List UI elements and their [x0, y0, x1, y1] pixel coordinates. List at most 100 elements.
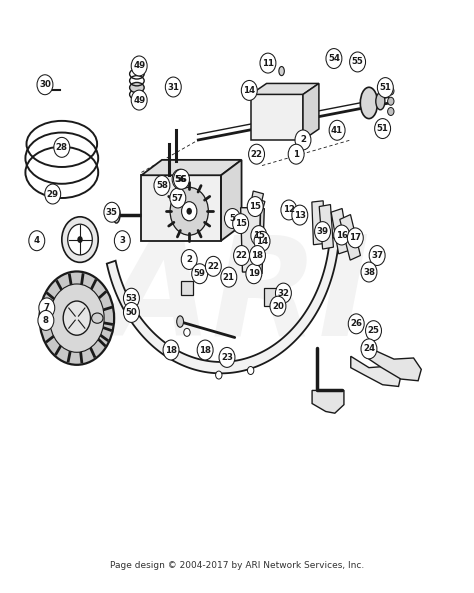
Text: 11: 11	[262, 59, 274, 68]
Text: ARI: ARI	[104, 229, 370, 364]
Polygon shape	[241, 208, 261, 272]
Text: 56: 56	[175, 175, 187, 184]
Circle shape	[29, 231, 45, 251]
Circle shape	[225, 209, 240, 228]
Text: 14: 14	[256, 237, 268, 246]
Polygon shape	[246, 198, 265, 237]
Circle shape	[388, 87, 394, 95]
Text: 54: 54	[328, 54, 340, 63]
Text: Page design © 2004-2017 by ARI Network Services, Inc.: Page design © 2004-2017 by ARI Network S…	[110, 561, 364, 570]
Polygon shape	[331, 209, 349, 254]
Circle shape	[221, 267, 237, 287]
Polygon shape	[312, 201, 324, 245]
Text: 32: 32	[277, 289, 290, 298]
Circle shape	[154, 176, 170, 196]
Text: 22: 22	[251, 149, 263, 159]
Circle shape	[247, 366, 254, 375]
Circle shape	[369, 246, 385, 266]
Ellipse shape	[129, 82, 144, 93]
Text: 15: 15	[249, 202, 261, 211]
Circle shape	[54, 138, 70, 157]
Circle shape	[334, 225, 350, 245]
Circle shape	[39, 272, 114, 365]
Circle shape	[281, 200, 297, 220]
Text: 7: 7	[44, 304, 50, 313]
Text: 5: 5	[229, 214, 236, 223]
Text: 26: 26	[350, 319, 362, 329]
Circle shape	[170, 188, 186, 208]
Text: 51: 51	[377, 124, 389, 133]
Polygon shape	[259, 208, 264, 274]
Polygon shape	[141, 160, 242, 176]
Circle shape	[45, 184, 61, 204]
Text: 15: 15	[253, 231, 265, 240]
Text: 37: 37	[371, 251, 383, 260]
Circle shape	[63, 301, 91, 335]
Circle shape	[350, 52, 365, 72]
Text: 56: 56	[174, 175, 186, 184]
Circle shape	[288, 144, 304, 164]
Circle shape	[181, 250, 197, 269]
Polygon shape	[181, 281, 193, 295]
Polygon shape	[251, 84, 319, 94]
Circle shape	[249, 246, 265, 266]
Text: 20: 20	[272, 302, 284, 311]
Text: 2: 2	[300, 135, 306, 145]
Polygon shape	[264, 288, 278, 306]
Circle shape	[186, 208, 192, 215]
Circle shape	[254, 231, 270, 251]
Text: 14: 14	[243, 86, 255, 95]
Polygon shape	[303, 84, 319, 140]
Circle shape	[260, 53, 276, 73]
Circle shape	[68, 224, 92, 255]
Text: 39: 39	[317, 227, 328, 236]
Text: 49: 49	[133, 62, 145, 71]
Circle shape	[62, 217, 98, 262]
Circle shape	[234, 246, 249, 266]
Text: 25: 25	[367, 326, 380, 335]
Text: 13: 13	[294, 211, 306, 219]
Circle shape	[182, 202, 197, 221]
Text: 17: 17	[349, 234, 361, 243]
Text: 3: 3	[119, 236, 125, 246]
Text: 12: 12	[283, 205, 295, 215]
Polygon shape	[351, 356, 401, 387]
Circle shape	[123, 288, 139, 308]
Text: 1: 1	[293, 149, 299, 159]
Text: 2: 2	[186, 255, 192, 264]
Polygon shape	[340, 215, 360, 260]
Circle shape	[172, 169, 188, 189]
Polygon shape	[141, 176, 221, 241]
Circle shape	[114, 231, 130, 251]
Polygon shape	[221, 160, 242, 241]
Ellipse shape	[113, 206, 120, 223]
Circle shape	[361, 262, 377, 282]
Circle shape	[39, 298, 55, 318]
Polygon shape	[369, 347, 421, 381]
Circle shape	[388, 107, 394, 116]
Circle shape	[361, 339, 377, 359]
Circle shape	[197, 340, 213, 360]
Circle shape	[219, 347, 235, 368]
Circle shape	[347, 228, 363, 248]
Text: 41: 41	[331, 126, 343, 135]
Polygon shape	[312, 390, 344, 413]
Text: 22: 22	[236, 251, 247, 260]
Circle shape	[270, 296, 286, 316]
Circle shape	[233, 213, 248, 234]
Text: 24: 24	[363, 345, 375, 353]
Circle shape	[241, 81, 257, 100]
Text: 16: 16	[336, 231, 347, 240]
Text: 35: 35	[106, 208, 118, 217]
Circle shape	[365, 321, 382, 340]
Text: 29: 29	[47, 190, 59, 199]
Text: 18: 18	[252, 251, 264, 260]
Text: 30: 30	[39, 80, 51, 89]
Circle shape	[165, 77, 181, 97]
Ellipse shape	[177, 316, 183, 327]
Circle shape	[104, 202, 120, 222]
Text: 51: 51	[379, 83, 391, 92]
Text: 58: 58	[156, 181, 168, 190]
Circle shape	[246, 264, 262, 283]
Circle shape	[248, 144, 264, 164]
